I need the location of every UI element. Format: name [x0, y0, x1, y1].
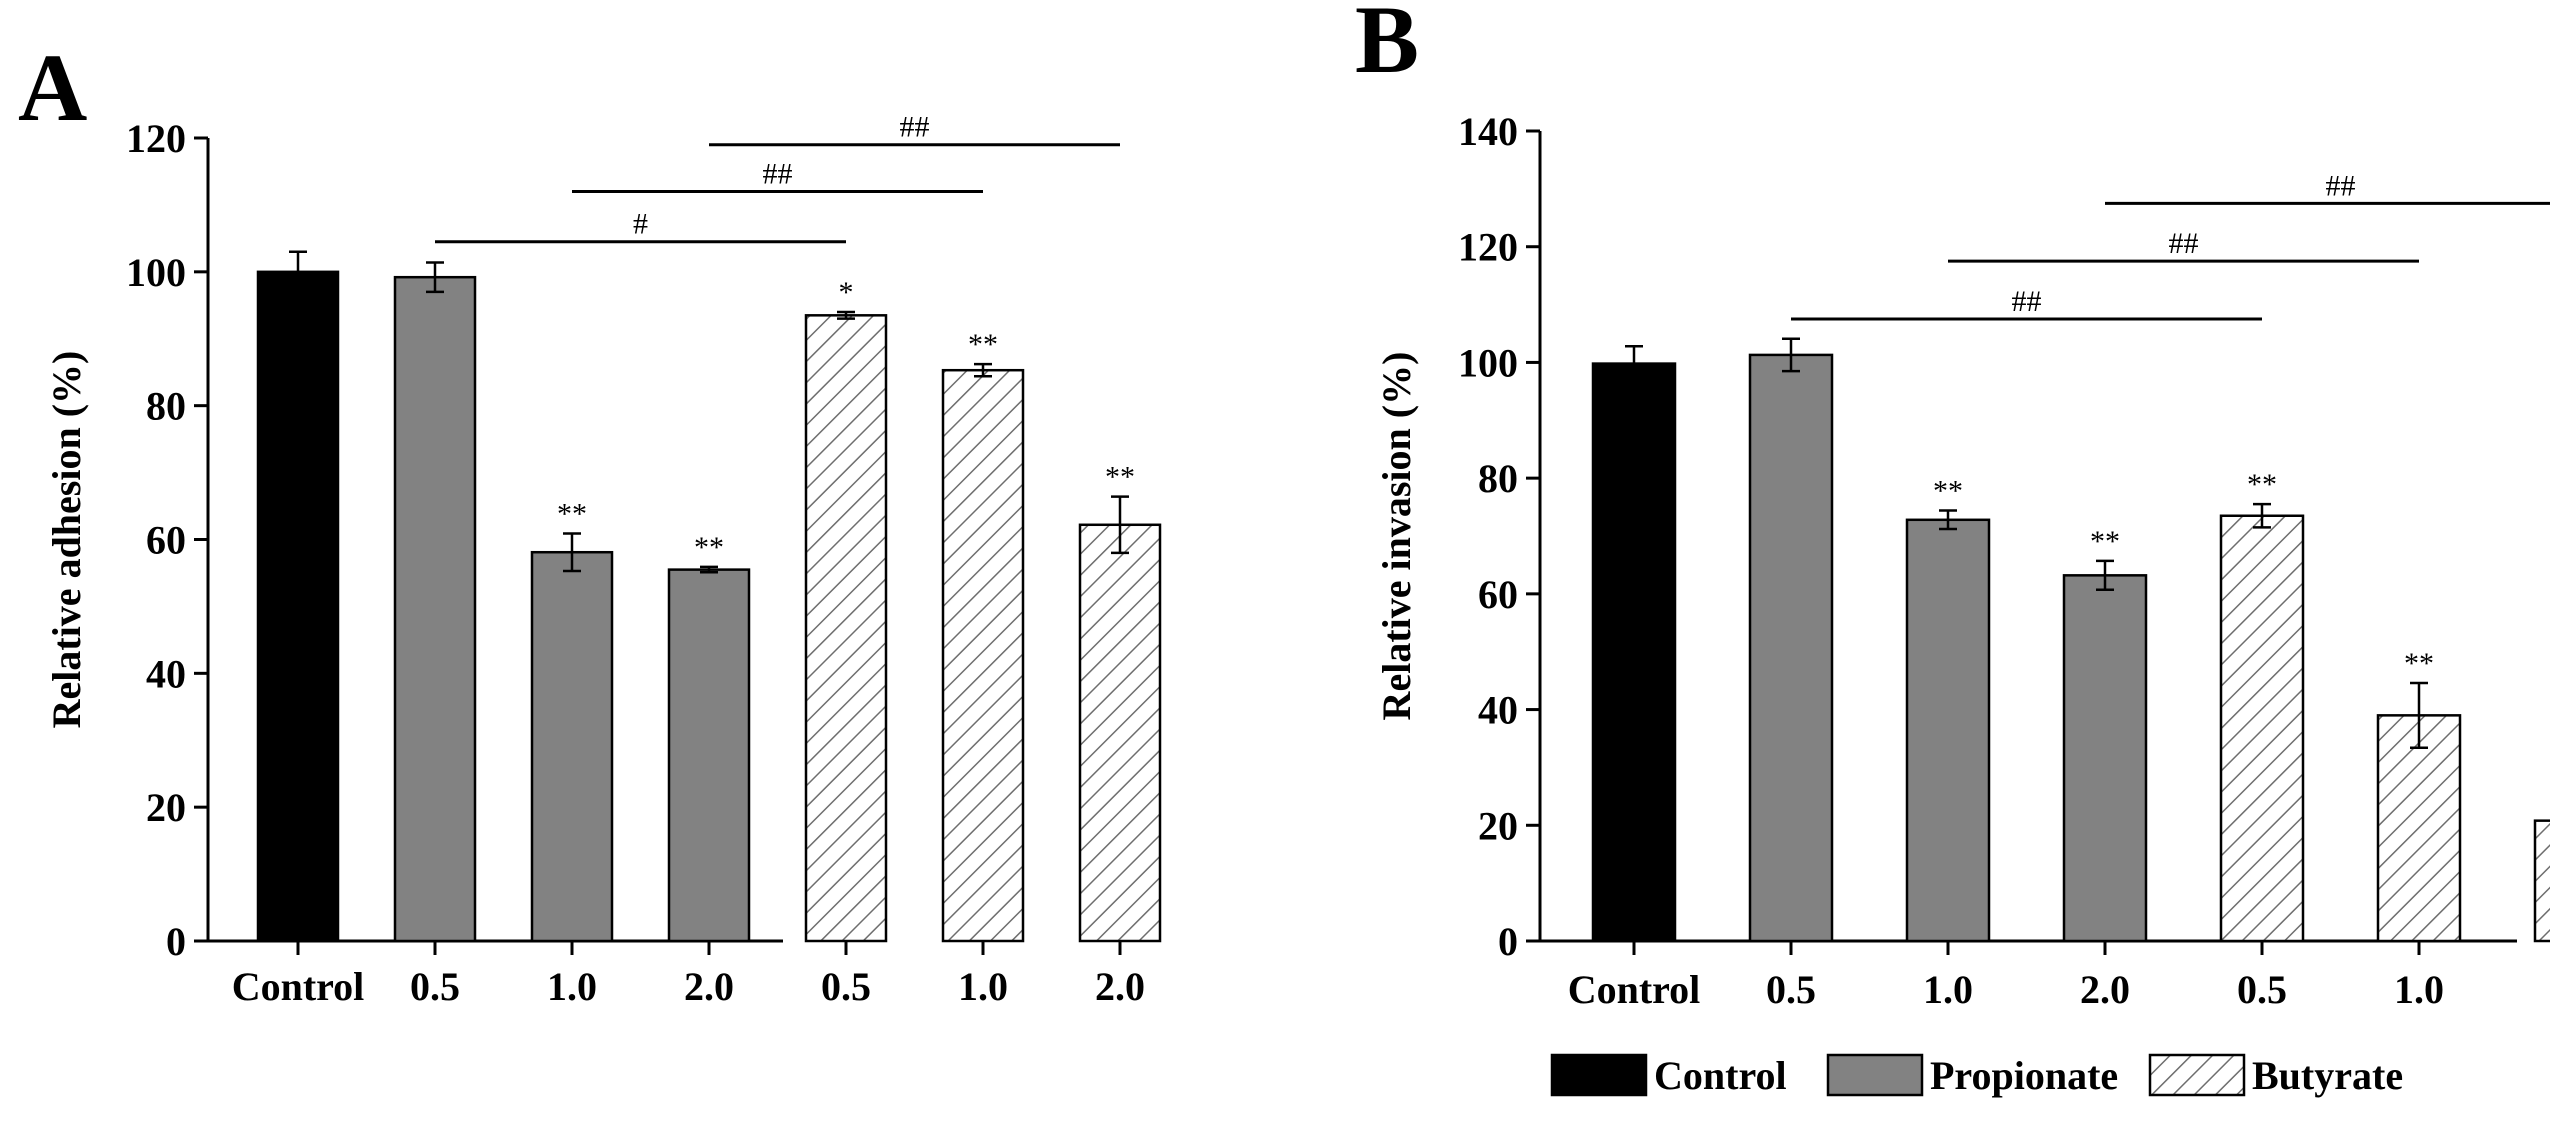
category-label: 1.0 — [1923, 967, 1973, 1012]
significance-label: ** — [2404, 647, 2434, 680]
comparison-label: ## — [2326, 169, 2356, 202]
bar — [256, 270, 340, 943]
significance-label: ** — [2247, 468, 2277, 501]
chart-a-relative-adhesion: 0 20 40 60 80 100 120 Relative adhesion (%) Cont… — [44, 111, 1162, 1009]
comparison-label: ## — [2169, 227, 2199, 260]
y-tick-label: 20 — [146, 785, 186, 830]
chart-b-relative-invasion: 0 20 40 60 80 100 120 140 Relative invasion (%) C… — [1374, 109, 2550, 1012]
category-label: 2.0 — [1095, 964, 1145, 1009]
legend-swatch-control — [1550, 1053, 1648, 1097]
y-tick-label: 40 — [1478, 688, 1518, 733]
legend-label-control: Control — [1654, 1053, 1787, 1098]
category-label: Control — [1568, 967, 1701, 1012]
bar — [393, 275, 477, 943]
category-label: 1.0 — [547, 964, 597, 1009]
y-tick-label: 140 — [1458, 109, 1518, 154]
y-tick-label: 60 — [146, 518, 186, 563]
y-tick-label: 40 — [146, 651, 186, 696]
panel-letter-b: B — [1355, 0, 1419, 93]
significance-label: ** — [1933, 475, 1963, 508]
category-label: 0.5 — [1766, 967, 1816, 1012]
y-tick-label: 80 — [146, 384, 186, 429]
category-label: Control — [232, 964, 365, 1009]
legend-label-propionate: Propionate — [1930, 1053, 2118, 1098]
category-label: 1.0 — [958, 964, 1008, 1009]
bar — [941, 368, 1025, 943]
category-label: 0.5 — [2237, 967, 2287, 1012]
legend-swatch-butyrate — [2148, 1053, 2246, 1097]
significance-label: ** — [1105, 461, 1135, 494]
y-tick-label: 100 — [126, 250, 186, 295]
bar — [1078, 523, 1162, 943]
comparison-label: # — [633, 208, 648, 241]
y-tick-label: 0 — [166, 919, 186, 964]
bar — [1591, 362, 1677, 943]
legend-label-butyrate: Butyrate — [2252, 1053, 2403, 1098]
bar — [804, 314, 888, 943]
bar — [1748, 353, 1834, 943]
y-tick-label: 120 — [1458, 225, 1518, 270]
legend-swatch-propionate — [1826, 1053, 1924, 1097]
comparison-label: ## — [900, 111, 930, 144]
significance-label: ** — [557, 497, 587, 530]
comparison-label: ## — [2012, 285, 2042, 318]
y-tick-label: 120 — [126, 116, 186, 161]
bar — [1905, 518, 1991, 943]
category-label: 2.0 — [2080, 967, 2130, 1012]
bar — [667, 568, 751, 943]
comparison-label: ## — [763, 158, 793, 191]
significance-label: ** — [2090, 525, 2120, 558]
category-label: 0.5 — [821, 964, 871, 1009]
bar — [530, 550, 614, 943]
bar — [2219, 514, 2305, 943]
bar — [2062, 574, 2148, 943]
y-axis-title: Relative invasion (%) — [1374, 352, 1419, 721]
legend: Control Propionate Butyrate — [1550, 1053, 2403, 1098]
significance-label: ** — [694, 531, 724, 564]
bar — [2533, 819, 2550, 943]
y-axis-title: Relative adhesion (%) — [44, 351, 89, 729]
category-label: 1.0 — [2394, 967, 2444, 1012]
y-tick-label: 80 — [1478, 456, 1518, 501]
significance-label: ** — [968, 328, 998, 361]
significance-label: * — [839, 276, 854, 309]
y-tick-label: 20 — [1478, 803, 1518, 848]
category-label: 0.5 — [410, 964, 460, 1009]
panel-letter-a: A — [18, 34, 87, 141]
category-label: 2.0 — [684, 964, 734, 1009]
y-tick-label: 100 — [1458, 340, 1518, 385]
bar — [2376, 714, 2462, 943]
y-tick-label: 60 — [1478, 572, 1518, 617]
y-tick-label: 0 — [1498, 919, 1518, 964]
